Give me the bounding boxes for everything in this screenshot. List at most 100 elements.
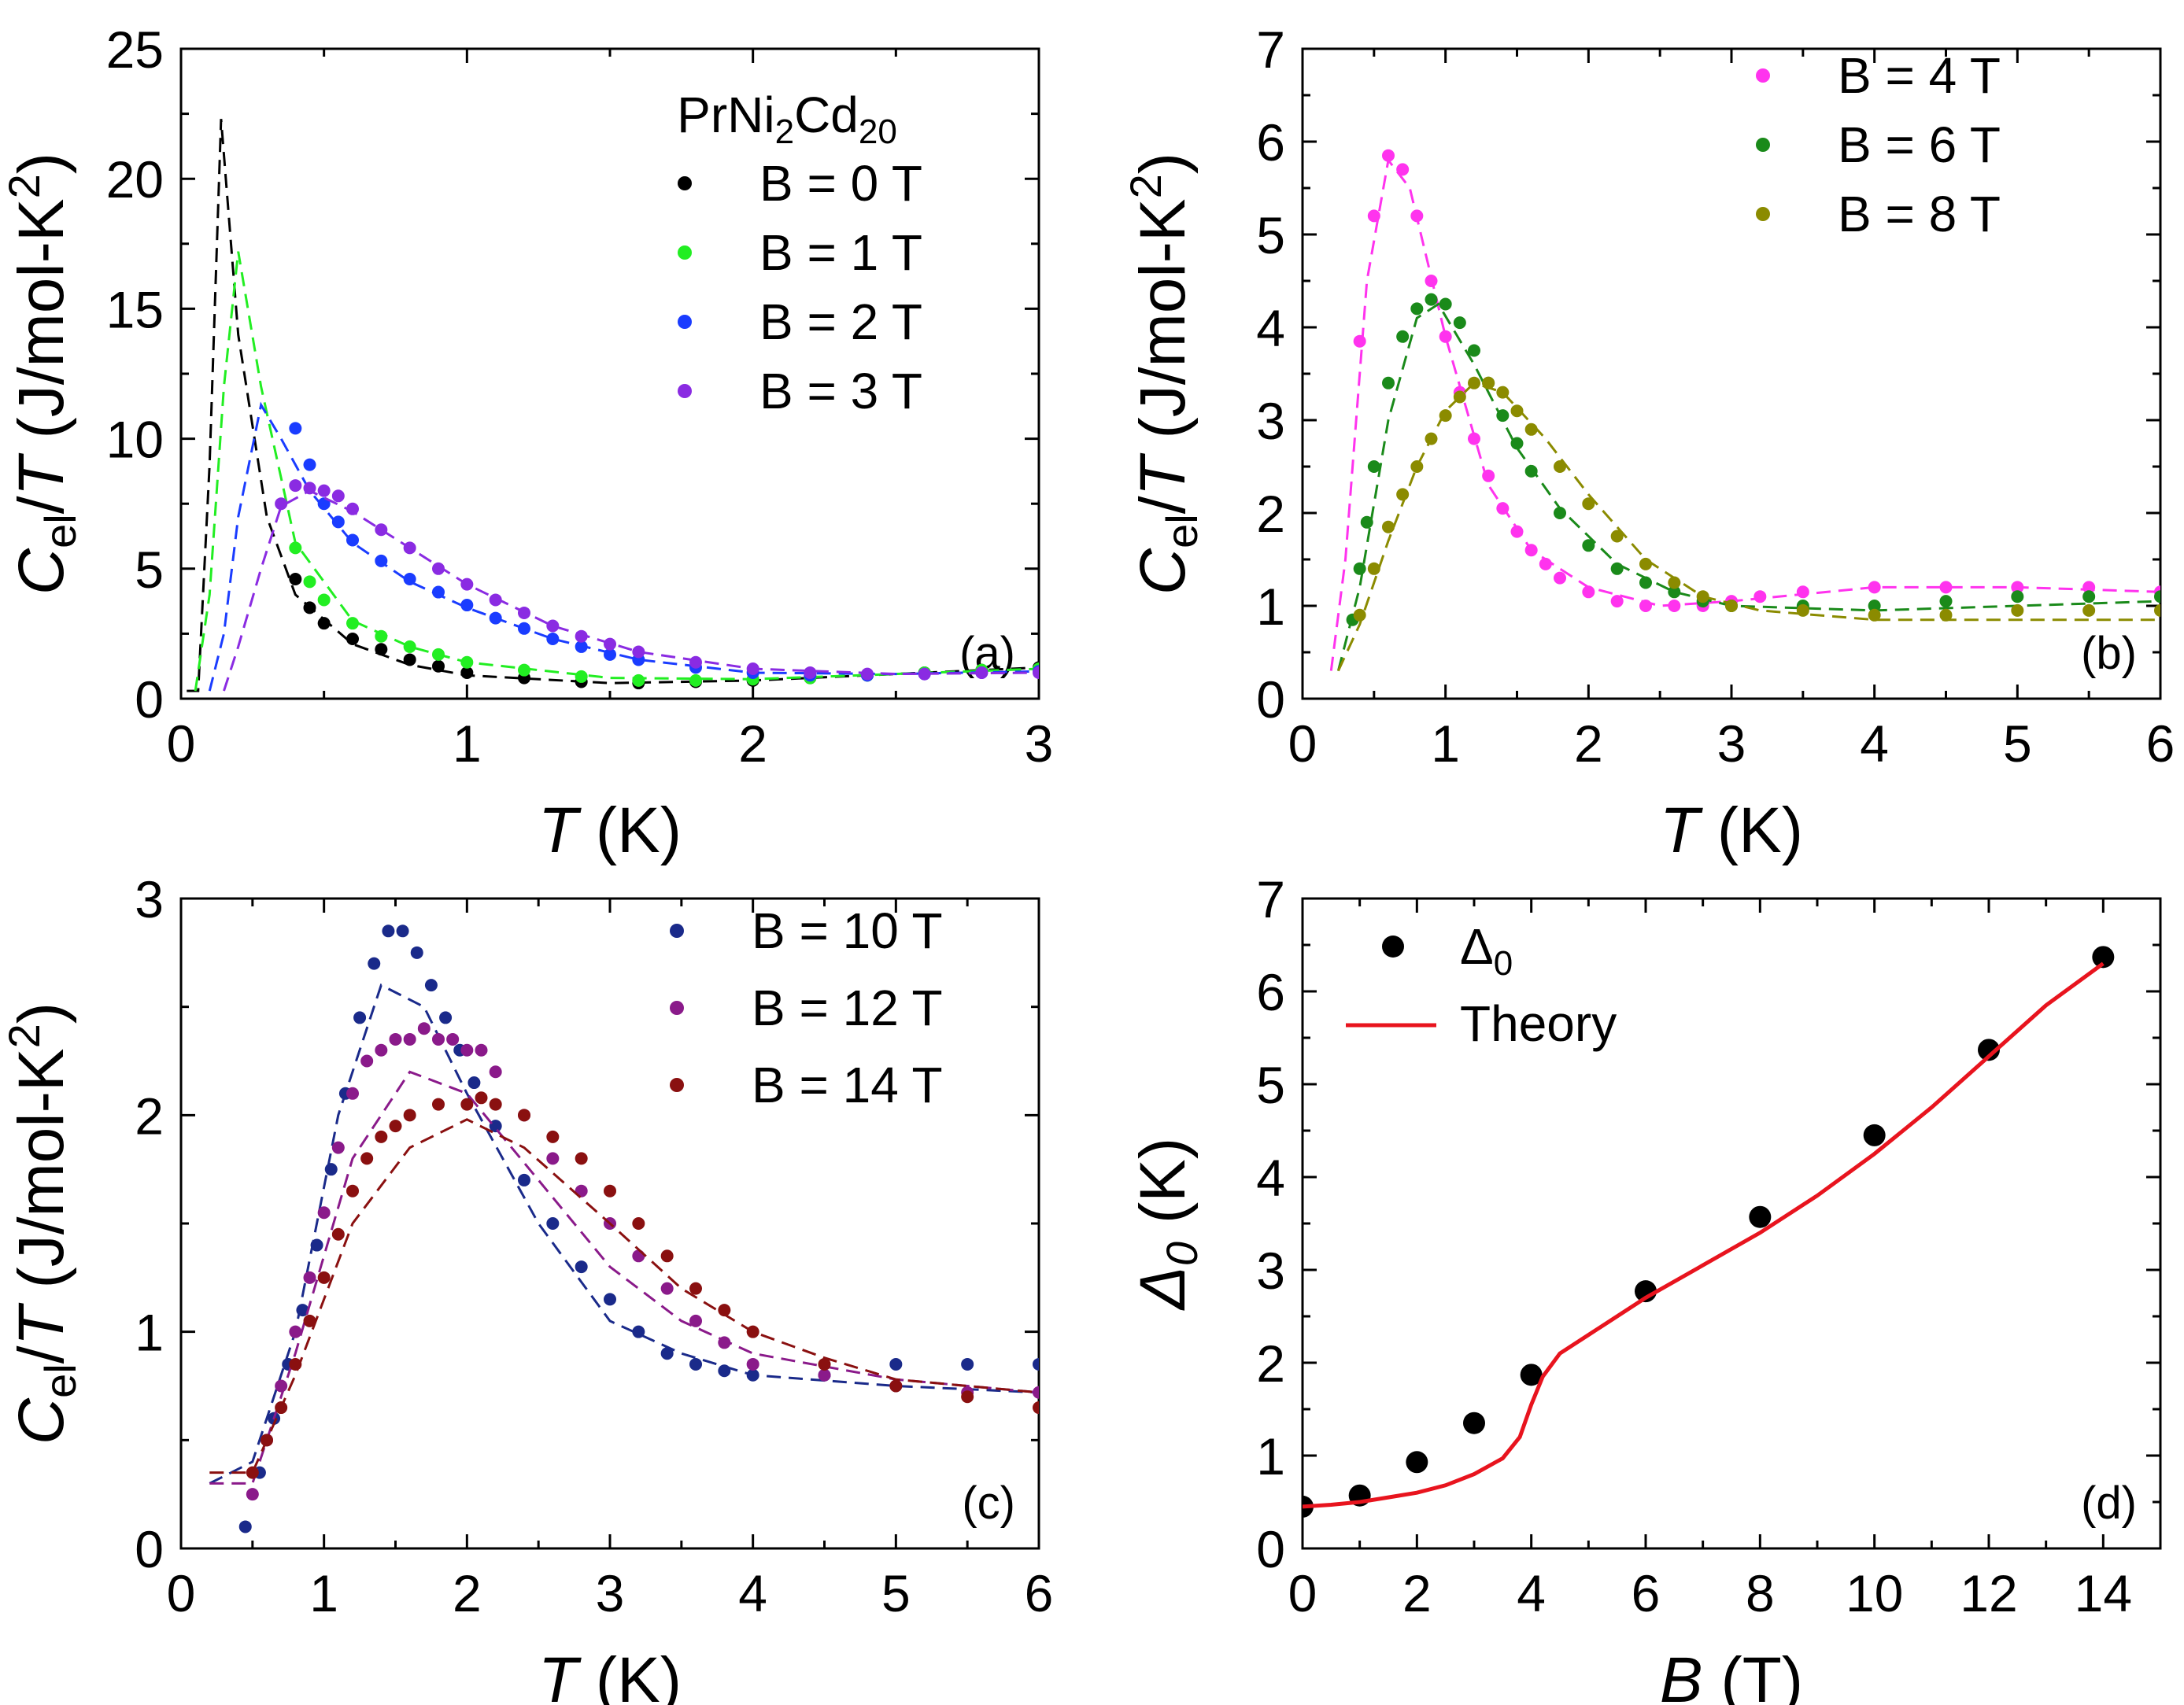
fit-curve	[223, 489, 1039, 692]
data-point	[1610, 595, 1624, 608]
data-point	[818, 1357, 831, 1371]
data-point	[1425, 275, 1438, 287]
legend-marker	[670, 924, 684, 938]
data-point	[546, 1152, 560, 1165]
data-point	[375, 523, 388, 537]
compound-base: PrNi	[677, 87, 774, 143]
y-tick-label: 1	[1256, 578, 1285, 636]
legend-label: B = 0 T	[759, 155, 922, 212]
data-point	[1425, 293, 1438, 306]
data-point	[1582, 497, 1595, 511]
data-point	[460, 599, 474, 612]
data-point	[1382, 520, 1395, 533]
data-point	[360, 1054, 374, 1068]
y-axis-label-symbol: Δ	[1127, 1266, 1199, 1311]
data-point	[604, 1293, 616, 1306]
y-tick-label: 2	[1256, 485, 1285, 543]
data-point	[403, 541, 416, 555]
y-axis-label-unit: (K)	[1127, 1138, 1199, 1242]
data-point	[632, 1249, 645, 1263]
y-axis-label-var: T	[1127, 452, 1199, 496]
data-point	[346, 533, 359, 547]
data-point	[2092, 946, 2115, 969]
x-tick-label: 6	[1025, 1564, 1054, 1622]
data-point	[460, 1043, 474, 1057]
theory-line	[1303, 961, 2105, 1509]
data-point	[1939, 595, 1953, 608]
data-point	[861, 667, 874, 681]
data-point	[1353, 562, 1366, 575]
y-tick-label: 20	[106, 150, 164, 209]
fit-curve	[1337, 382, 2160, 672]
x-tick-label: 4	[1860, 714, 1889, 773]
data-point	[1463, 1412, 1485, 1434]
data-point	[889, 1357, 903, 1371]
data-point	[575, 1152, 588, 1165]
legend-marker	[1756, 138, 1770, 152]
y-tick-label: 0	[1256, 670, 1285, 729]
data-point	[403, 640, 416, 653]
data-point	[1410, 302, 1424, 316]
data-point	[1524, 423, 1538, 436]
y-tick-label: 6	[1256, 113, 1285, 172]
data-point	[660, 1347, 674, 1360]
series-B-6-T	[1336, 293, 2160, 671]
data-point	[475, 1043, 488, 1057]
y-tick-label: 0	[135, 670, 164, 729]
data-point	[632, 674, 645, 687]
data-point	[1639, 557, 1652, 570]
data-point	[575, 1260, 588, 1274]
plot-frame	[1301, 897, 2162, 1550]
y-tick-label: 5	[135, 541, 164, 599]
x-tick-label: 4	[1517, 1564, 1546, 1622]
legend-label-text: Theory	[1460, 995, 1617, 1052]
data-point	[1468, 344, 1480, 357]
y-axis-label-sub: el	[1157, 514, 1207, 548]
data-point	[1749, 1205, 1772, 1228]
y-axis-label: Cel/T (J/mol-K2)	[0, 1002, 85, 1445]
data-point	[1939, 581, 1953, 594]
data-point	[489, 1098, 502, 1111]
series-Theory	[1303, 961, 2105, 1509]
data-point	[1406, 1451, 1428, 1474]
x-tick-label: 0	[1288, 1564, 1317, 1622]
data-point	[1382, 149, 1395, 162]
data-point	[1367, 209, 1380, 223]
data-point	[261, 1434, 273, 1447]
y-tick-label: 6	[1256, 963, 1285, 1021]
data-point	[382, 924, 395, 938]
data-point	[1510, 437, 1524, 450]
x-tick-label: 6	[1632, 1564, 1661, 1622]
data-point	[1439, 297, 1452, 311]
y-tick-label: 7	[1256, 20, 1285, 79]
legend-label: B = 3 T	[759, 363, 922, 419]
legend-label: B = 8 T	[1838, 186, 2001, 242]
data-point	[289, 1357, 302, 1371]
data-point	[2082, 603, 2096, 617]
y-tick-label: 25	[106, 20, 164, 79]
data-point	[238, 1520, 252, 1533]
data-point	[346, 502, 359, 515]
legend-label: B = 10 T	[752, 902, 943, 959]
data-point	[1524, 464, 1538, 478]
data-point	[467, 1076, 481, 1090]
data-point	[1382, 376, 1395, 389]
x-tick-label: 2	[1574, 714, 1603, 773]
data-point	[346, 1184, 359, 1198]
data-point	[396, 924, 409, 938]
data-point	[1868, 608, 1881, 622]
data-point	[1554, 571, 1566, 585]
data-point	[346, 1087, 359, 1100]
data-point	[2154, 603, 2160, 617]
legend-marker	[670, 1001, 684, 1015]
y-axis-label-unit: (J/mol-K	[6, 198, 77, 456]
data-point	[1353, 334, 1366, 348]
data-point	[389, 1120, 402, 1133]
data-point	[2011, 581, 2024, 594]
y-tick-label: 4	[1256, 1149, 1285, 1207]
x-axis-label: T (K)	[1660, 795, 1803, 866]
x-tick-label: 10	[1846, 1564, 1903, 1622]
x-tick-label: 1	[453, 714, 482, 773]
x-tick-label: 2	[453, 1564, 482, 1622]
